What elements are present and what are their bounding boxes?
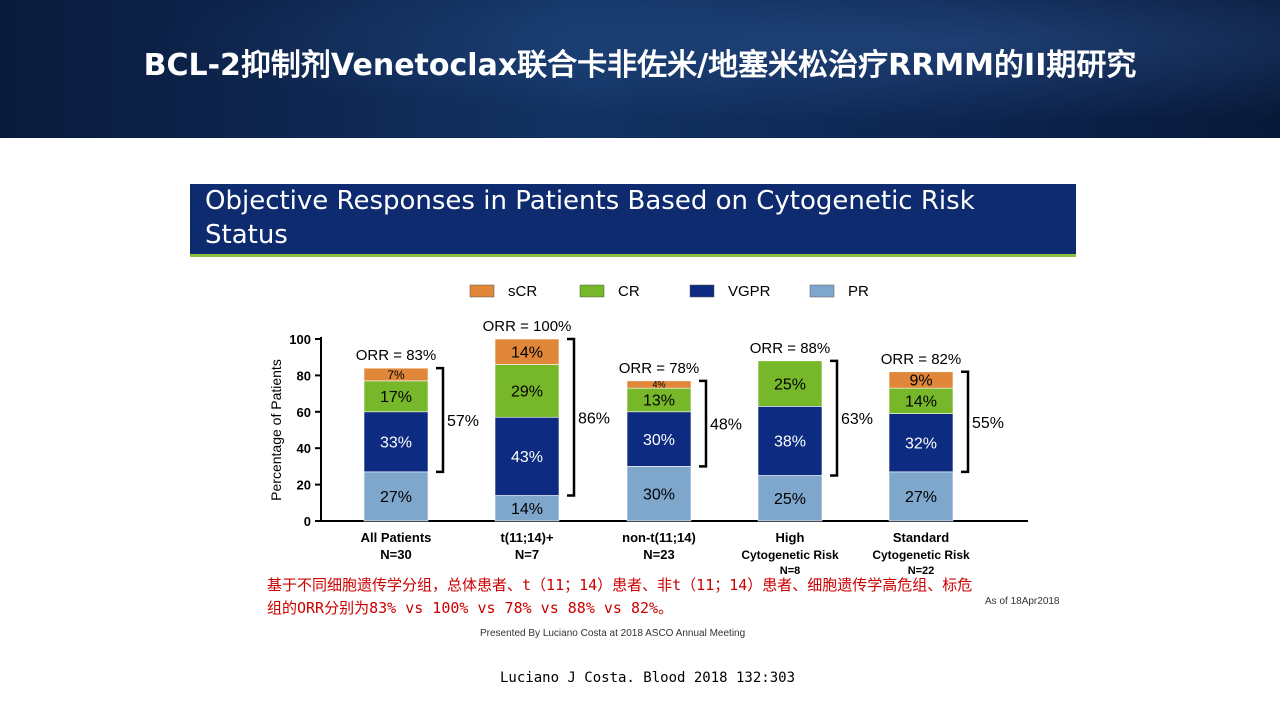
bar-segment-pr xyxy=(888,471,954,522)
slide-title: BCL-2抑制剂Venetoclax联合卡非佐米/地塞米松治疗RRMM的II期研… xyxy=(143,48,1137,83)
category-label: t(11;14)+ xyxy=(500,530,554,545)
y-tick-label: 0 xyxy=(304,514,311,529)
y-tick-label: 80 xyxy=(297,368,311,383)
orr-label: ORR = 100% xyxy=(483,318,572,335)
legend-label-scr: sCR xyxy=(508,283,537,300)
orr-label: ORR = 82% xyxy=(881,351,961,368)
data-label: 30% xyxy=(643,432,675,449)
bracket xyxy=(567,337,576,497)
bracket-label: 48% xyxy=(710,417,742,434)
category-label: Cytogenetic Risk xyxy=(872,548,970,562)
bar-segment-vgpr xyxy=(626,411,692,467)
category-n-label: N=30 xyxy=(380,547,411,562)
legend-swatch-cr xyxy=(579,284,605,298)
orr-label: ORR = 83% xyxy=(356,347,436,364)
bar-segment-scr xyxy=(363,367,429,382)
bar-segment-scr xyxy=(888,371,954,389)
bar-segment-pr xyxy=(363,471,429,522)
legend-swatch-vgpr xyxy=(689,284,715,298)
data-label: 38% xyxy=(774,434,806,451)
category-n-label: N=7 xyxy=(515,547,539,562)
slide-header xyxy=(0,0,1280,138)
data-label: 25% xyxy=(774,491,806,508)
data-label: 9% xyxy=(909,373,932,390)
orr-label: ORR = 78% xyxy=(619,360,699,377)
bracket xyxy=(699,379,708,468)
bar-segment-pr xyxy=(757,475,823,522)
data-label: 25% xyxy=(774,376,806,393)
category-label: non-t(11;14) xyxy=(622,530,696,545)
category-n-label: N=8 xyxy=(780,565,801,577)
bracket xyxy=(961,370,970,474)
data-label: 29% xyxy=(511,384,543,401)
as-of-date: As of 18Apr2018 xyxy=(985,596,1060,607)
data-label: 30% xyxy=(643,486,675,503)
bracket-label: 63% xyxy=(841,411,873,428)
bar-segment-cr xyxy=(494,364,560,418)
stacked-bar-chart: 0 20 40 60 80 100 Percentage of Patients sCR CR V… xyxy=(268,283,1028,577)
category-label: All Patients xyxy=(361,530,432,545)
y-axis-label: Percentage of Patients xyxy=(268,359,284,501)
figure-banner xyxy=(190,184,1076,254)
data-label: 4% xyxy=(652,380,665,390)
bar-segment-vgpr xyxy=(757,406,823,476)
data-label: 7% xyxy=(387,368,405,382)
y-tick-label: 20 xyxy=(297,478,311,493)
figure-title: Objective Responses in Patients Based on… xyxy=(205,186,975,250)
y-tick-label: 40 xyxy=(297,441,311,456)
legend-swatch-pr xyxy=(809,284,835,298)
bar-segment-pr xyxy=(626,466,692,522)
orr-label: ORR = 88% xyxy=(750,340,830,357)
legend-label-vgpr: VGPR xyxy=(728,283,771,300)
bracket-label: 86% xyxy=(578,410,610,427)
data-label: 33% xyxy=(380,435,412,452)
bar-segment-vgpr xyxy=(363,411,429,473)
bar-segment-scr xyxy=(626,380,692,389)
bar-segment-pr xyxy=(494,495,560,522)
citation: Luciano J Costa. Blood 2018 132:303 xyxy=(500,670,796,686)
data-label: 14% xyxy=(905,394,937,411)
legend-swatch-scr xyxy=(469,284,495,298)
data-label: 27% xyxy=(905,489,937,506)
bar-segment-cr xyxy=(363,380,429,413)
legend-label-cr: CR xyxy=(618,283,640,300)
category-n-label: N=23 xyxy=(643,547,674,562)
bracket-label: 55% xyxy=(972,415,1004,432)
category-label: High xyxy=(776,530,805,545)
data-label: 13% xyxy=(643,393,675,410)
bar-segment-vgpr xyxy=(888,413,954,473)
data-label: 43% xyxy=(511,449,543,466)
bar-segment-vgpr xyxy=(494,416,560,496)
presented-by: Presented By Luciano Costa at 2018 ASCO … xyxy=(480,628,746,639)
data-label: 14% xyxy=(511,345,543,362)
bracket-label: 57% xyxy=(447,413,479,430)
data-label: 32% xyxy=(905,436,937,453)
category-label: Standard xyxy=(893,530,949,545)
data-label: 14% xyxy=(511,501,543,518)
category-label: Cytogenetic Risk xyxy=(741,548,839,562)
data-label: 27% xyxy=(380,489,412,506)
data-label: 17% xyxy=(380,389,412,406)
category-n-label: N=22 xyxy=(908,565,935,577)
y-tick-label: 100 xyxy=(289,332,311,347)
bar-segment-cr xyxy=(757,360,823,407)
bracket xyxy=(830,359,839,477)
bar-segment-scr xyxy=(494,338,560,365)
banner-rule xyxy=(190,254,1076,257)
legend-label-pr: PR xyxy=(848,283,869,300)
y-tick-label: 60 xyxy=(297,405,311,420)
bracket xyxy=(436,366,445,474)
chinese-caption: 基于不同细胞遗传学分组，总体患者、t（11；14）患者、非t（11；14）患者、… xyxy=(267,576,973,617)
